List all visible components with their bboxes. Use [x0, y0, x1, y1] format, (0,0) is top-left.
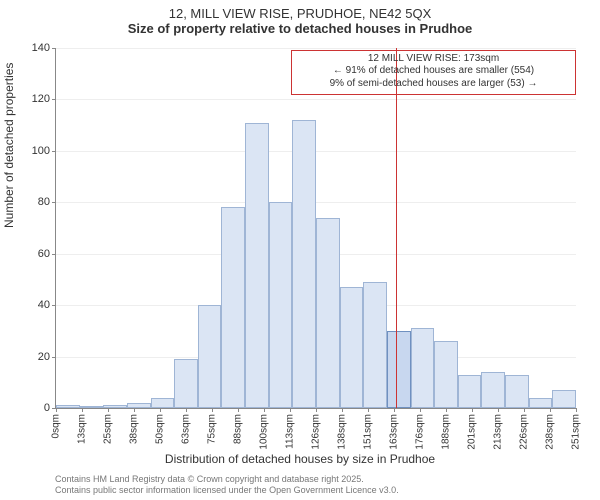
x-tick-mark — [368, 408, 369, 412]
x-tick-label: 100sqm — [259, 414, 270, 450]
x-tick-mark — [82, 408, 83, 412]
bar — [340, 287, 364, 408]
bar — [245, 123, 269, 408]
y-tick-label: 20 — [38, 351, 56, 363]
y-tick-label: 40 — [38, 299, 56, 311]
x-tick-label: 163sqm — [389, 414, 400, 450]
x-tick-label: 88sqm — [233, 414, 244, 444]
bar — [411, 328, 435, 408]
bar-highlight — [387, 331, 411, 408]
x-tick-mark — [134, 408, 135, 412]
bar — [127, 403, 151, 408]
x-tick-mark — [108, 408, 109, 412]
x-tick-mark — [316, 408, 317, 412]
x-tick-mark — [238, 408, 239, 412]
x-tick-mark — [186, 408, 187, 412]
bar — [458, 375, 482, 408]
x-tick-label: 251sqm — [571, 414, 582, 450]
highlight-line — [396, 48, 397, 408]
bar — [56, 405, 80, 408]
x-tick-label: 126sqm — [311, 414, 322, 450]
bar — [174, 359, 198, 408]
annotation-box: 12 MILL VIEW RISE: 173sqm← 91% of detach… — [291, 50, 576, 95]
x-tick-label: 138sqm — [337, 414, 348, 450]
bar — [292, 120, 316, 408]
x-tick-label: 176sqm — [415, 414, 426, 450]
y-tick-label: 60 — [38, 248, 56, 260]
x-tick-label: 113sqm — [285, 414, 296, 449]
x-tick-label: 188sqm — [441, 414, 452, 450]
x-tick-mark — [420, 408, 421, 412]
grid-line — [56, 99, 576, 100]
x-tick-label: 75sqm — [207, 414, 218, 444]
y-tick-label: 0 — [44, 402, 56, 414]
x-tick-label: 38sqm — [129, 414, 140, 444]
x-tick-label: 201sqm — [467, 414, 478, 450]
x-axis-label: Distribution of detached houses by size … — [0, 452, 600, 466]
bar — [198, 305, 222, 408]
x-tick-mark — [472, 408, 473, 412]
x-tick-mark — [550, 408, 551, 412]
x-tick-label: 63sqm — [181, 414, 192, 444]
y-tick-label: 120 — [32, 93, 56, 105]
bar — [221, 207, 245, 408]
annotation-line: 9% of semi-detached houses are larger (5… — [296, 78, 571, 91]
bar — [103, 405, 127, 408]
x-tick-mark — [576, 408, 577, 412]
title-block: 12, MILL VIEW RISE, PRUDHOE, NE42 5QX Si… — [0, 0, 600, 36]
x-tick-mark — [264, 408, 265, 412]
bar — [529, 398, 553, 408]
bar — [363, 282, 387, 408]
grid-line — [56, 202, 576, 203]
footer-line2: Contains public sector information licen… — [55, 485, 399, 496]
x-tick-mark — [342, 408, 343, 412]
x-tick-label: 213sqm — [493, 414, 504, 450]
y-axis-label: Number of detached properties — [2, 63, 16, 228]
footer-attribution: Contains HM Land Registry data © Crown c… — [55, 474, 399, 496]
grid-line — [56, 151, 576, 152]
y-tick-label: 100 — [32, 145, 56, 157]
x-tick-label: 238sqm — [545, 414, 556, 450]
footer-line1: Contains HM Land Registry data © Crown c… — [55, 474, 399, 485]
bar — [481, 372, 505, 408]
x-tick-label: 25sqm — [103, 414, 114, 444]
x-tick-mark — [56, 408, 57, 412]
title-address: 12, MILL VIEW RISE, PRUDHOE, NE42 5QX — [0, 6, 600, 21]
x-tick-label: 13sqm — [77, 414, 88, 444]
x-tick-mark — [498, 408, 499, 412]
bar — [151, 398, 175, 408]
x-tick-label: 0sqm — [51, 414, 62, 438]
plot-area: 0204060801001201400sqm13sqm25sqm38sqm50s… — [55, 48, 576, 409]
annotation-line: 12 MILL VIEW RISE: 173sqm — [296, 53, 571, 66]
x-tick-mark — [446, 408, 447, 412]
x-tick-mark — [290, 408, 291, 412]
bar — [434, 341, 458, 408]
bar — [269, 202, 293, 408]
x-tick-label: 151sqm — [363, 414, 374, 450]
chart-container: 12, MILL VIEW RISE, PRUDHOE, NE42 5QX Si… — [0, 0, 600, 500]
y-tick-label: 140 — [32, 42, 56, 54]
bar — [316, 218, 340, 408]
x-tick-mark — [524, 408, 525, 412]
y-tick-label: 80 — [38, 196, 56, 208]
x-tick-mark — [212, 408, 213, 412]
bar — [552, 390, 576, 408]
x-tick-mark — [160, 408, 161, 412]
x-tick-label: 50sqm — [155, 414, 166, 444]
annotation-line: ← 91% of detached houses are smaller (55… — [296, 65, 571, 78]
x-tick-label: 226sqm — [519, 414, 530, 450]
bar — [505, 375, 529, 408]
x-tick-mark — [394, 408, 395, 412]
bar — [80, 406, 104, 408]
title-subtitle: Size of property relative to detached ho… — [0, 21, 600, 36]
